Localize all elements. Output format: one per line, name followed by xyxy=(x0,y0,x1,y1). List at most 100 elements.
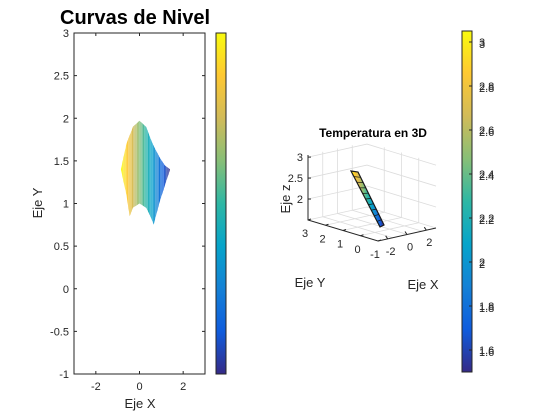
colorbar-tick-label: 2.8 xyxy=(479,83,494,95)
contour-line xyxy=(144,120,146,225)
contour-line xyxy=(168,120,170,225)
surface-ytick-label: 0 xyxy=(354,244,360,256)
contour-ytick-label: 2.5 xyxy=(54,71,69,83)
surface-ylabel: Eje Y xyxy=(295,275,326,290)
contour-line xyxy=(124,120,126,225)
colorbar-left: 1.6 1.8 2 2.2 2.4 2.6 2.8 3 xyxy=(215,32,494,375)
surface-zgrid-line xyxy=(307,185,437,208)
surface-mesh xyxy=(353,176,382,222)
colorbar-tick-label: 2 xyxy=(479,259,485,271)
contour-xtick-label: 0 xyxy=(136,381,142,393)
colorbar-tick-label: 2.8 xyxy=(479,81,494,93)
surface-mesh-line xyxy=(353,176,361,178)
contour-ytick-label: -0.5 xyxy=(50,326,69,338)
contour-line xyxy=(152,120,154,225)
contour-xtick-label: 2 xyxy=(180,381,186,393)
colorbar-right-scale xyxy=(461,30,473,373)
surface-zgrid-line xyxy=(307,143,437,166)
contour-line xyxy=(159,120,160,225)
colorbar-left-scale xyxy=(215,32,227,375)
contour-line xyxy=(140,120,142,225)
surface-floor-back-edges xyxy=(307,206,437,229)
surface-ytick-label: -1 xyxy=(370,249,380,261)
colorbar-tick-label: 1.6 xyxy=(479,347,494,359)
contour-line xyxy=(162,120,164,225)
contour-line xyxy=(131,120,133,225)
contour-line xyxy=(155,120,157,225)
contour-line xyxy=(165,120,167,225)
colorbar-tick-label: 2.2 xyxy=(479,213,494,225)
surface-mesh-line xyxy=(371,208,377,211)
surface-xtick-label: -2 xyxy=(386,246,396,258)
contour-y-ticks: -1 -0.5 0 0.5 1 1.5 2 2.5 3 xyxy=(50,28,205,381)
contour-ytick-label: 0.5 xyxy=(54,241,69,253)
contour-ylabel: Eje Y xyxy=(30,187,45,218)
surface-mesh-line xyxy=(374,214,379,217)
contour-line xyxy=(160,120,162,225)
surface-ytick-mark xyxy=(377,239,382,242)
contour-title: Curvas de Nivel xyxy=(60,7,210,29)
surface-zgrid-line xyxy=(307,164,437,187)
colorbar-tick-label: 1.8 xyxy=(479,303,494,315)
contour-line xyxy=(166,120,168,225)
contour-plot: Curvas de Nivel -2 0 2 -1 -0.5 0 0.5 1 1.5 2 2.5 3… xyxy=(30,7,210,411)
contour-line xyxy=(139,120,141,225)
surface-ytick-mark xyxy=(342,229,347,231)
contour-line xyxy=(161,120,163,225)
surface-ztick-label: 2 xyxy=(297,194,303,206)
contour-line xyxy=(147,120,149,225)
surface-floor-grid-line xyxy=(359,222,419,237)
colorbar-tick-label: 2.2 xyxy=(479,215,494,227)
surface-xtick-label: 0 xyxy=(407,242,413,254)
surface-xlabel: Eje X xyxy=(407,277,438,292)
surface-ytick-label: 1 xyxy=(337,239,343,251)
colorbar-tick-label: 2 xyxy=(479,257,485,269)
surface-ytick-mark xyxy=(307,218,312,221)
contour-ytick-label: -1 xyxy=(59,369,69,381)
contour-line xyxy=(156,120,158,225)
contour-line xyxy=(133,120,135,225)
surface-mesh-line xyxy=(368,203,374,205)
contour-xtick-label: -2 xyxy=(91,381,101,393)
contour-xlabel: Eje X xyxy=(124,396,155,411)
colorbar-tick-label: 3 xyxy=(479,37,485,49)
contour-line xyxy=(123,120,125,225)
contour-line xyxy=(141,120,143,225)
contour-region xyxy=(120,120,170,225)
contour-line xyxy=(130,120,132,225)
surface-mesh-line xyxy=(376,219,382,222)
colorbar-right-ticks: 1.6 1.8 2 2.2 2.4 2.6 2.8 3 xyxy=(469,37,494,357)
contour-line xyxy=(136,120,138,225)
contour-line xyxy=(143,120,145,225)
contour-line xyxy=(163,120,165,225)
contour-line xyxy=(149,120,151,225)
contour-line xyxy=(135,120,137,225)
contour-line xyxy=(167,120,169,225)
contour-line xyxy=(122,120,124,225)
surface-ytick-mark xyxy=(360,234,364,237)
surface-ytick-label: 2 xyxy=(319,233,325,245)
contour-line xyxy=(125,120,127,225)
surface-xtick-mark xyxy=(385,235,389,240)
contour-ytick-label: 2 xyxy=(63,113,69,125)
surface-ztick-label: 3 xyxy=(297,152,303,164)
surface-zlabel: Eje z xyxy=(278,185,293,214)
contour-line xyxy=(129,120,131,225)
surface-ytick-mark xyxy=(325,223,329,226)
contour-ytick-label: 1.5 xyxy=(54,156,69,168)
surface-floor-grid-line xyxy=(352,209,423,232)
surface-floor-grid-line xyxy=(342,217,402,231)
surface-xtick-mark xyxy=(423,226,427,231)
contour-x-ticks: -2 0 2 xyxy=(91,33,186,393)
colorbar-tick-label: 2.6 xyxy=(479,127,494,139)
contour-line xyxy=(127,120,129,225)
contour-line xyxy=(120,120,122,225)
contour-line xyxy=(145,120,147,225)
colorbar-tick-label: 3 xyxy=(479,39,485,51)
colorbar-left-ticks: 1.6 1.8 2 2.2 2.4 2.6 2.8 3 xyxy=(469,39,494,359)
contour-ytick-label: 3 xyxy=(63,28,69,40)
colorbar-tick-label: 1.6 xyxy=(479,345,494,357)
